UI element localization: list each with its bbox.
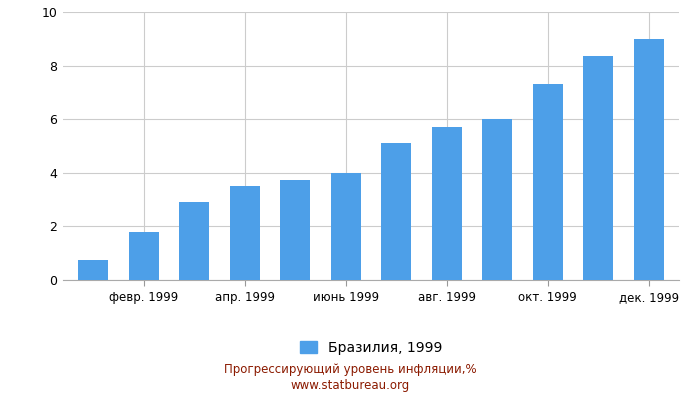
Bar xyxy=(583,56,613,280)
Bar xyxy=(381,143,412,280)
Bar xyxy=(179,202,209,280)
Bar xyxy=(78,260,108,280)
Bar xyxy=(634,39,664,280)
Bar xyxy=(432,127,462,280)
Bar xyxy=(280,180,310,280)
Text: Прогрессирующий уровень инфляции,%: Прогрессирующий уровень инфляции,% xyxy=(224,364,476,376)
Bar xyxy=(230,186,260,280)
Bar xyxy=(330,173,361,280)
Bar xyxy=(482,119,512,280)
Text: www.statbureau.org: www.statbureau.org xyxy=(290,380,410,392)
Bar xyxy=(533,84,563,280)
Bar xyxy=(129,232,159,280)
Legend: Бразилия, 1999: Бразилия, 1999 xyxy=(300,340,442,354)
